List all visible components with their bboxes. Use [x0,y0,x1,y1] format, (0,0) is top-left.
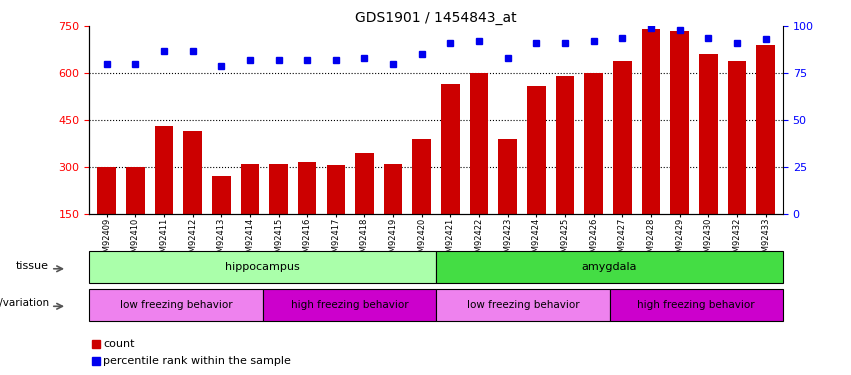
Bar [241,164,260,214]
Bar [556,76,574,214]
Bar [441,84,460,214]
Bar [126,167,145,214]
Bar [212,176,231,214]
Title: GDS1901 / 1454843_at: GDS1901 / 1454843_at [356,11,517,25]
Bar [728,61,746,214]
Bar [585,73,603,214]
Bar [298,162,317,214]
Bar [699,54,717,214]
Bar [327,165,346,214]
Text: genotype/variation: genotype/variation [0,298,49,308]
Bar [263,289,437,321]
Text: high freezing behavior: high freezing behavior [291,300,408,310]
Bar [269,164,288,214]
Text: low freezing behavior: low freezing behavior [466,300,580,310]
Bar [499,139,517,214]
Bar [97,167,116,214]
Bar [437,289,609,321]
Text: hippocampus: hippocampus [226,262,300,272]
Text: tissue: tissue [16,261,49,271]
Bar [89,251,437,283]
Bar [470,73,488,214]
Bar [384,164,403,214]
Text: amygdala: amygdala [582,262,637,272]
Bar [671,31,689,214]
Text: count: count [103,339,134,349]
Bar [642,29,660,214]
Bar [183,131,202,214]
Bar [757,45,775,214]
Bar [355,153,374,214]
Bar [527,86,545,214]
Bar [89,289,263,321]
Text: percentile rank within the sample: percentile rank within the sample [103,356,291,366]
Bar [413,139,431,214]
Text: high freezing behavior: high freezing behavior [637,300,755,310]
Bar [155,126,174,214]
Bar [609,289,783,321]
Bar [613,61,631,214]
Bar [437,251,783,283]
Text: low freezing behavior: low freezing behavior [120,300,232,310]
